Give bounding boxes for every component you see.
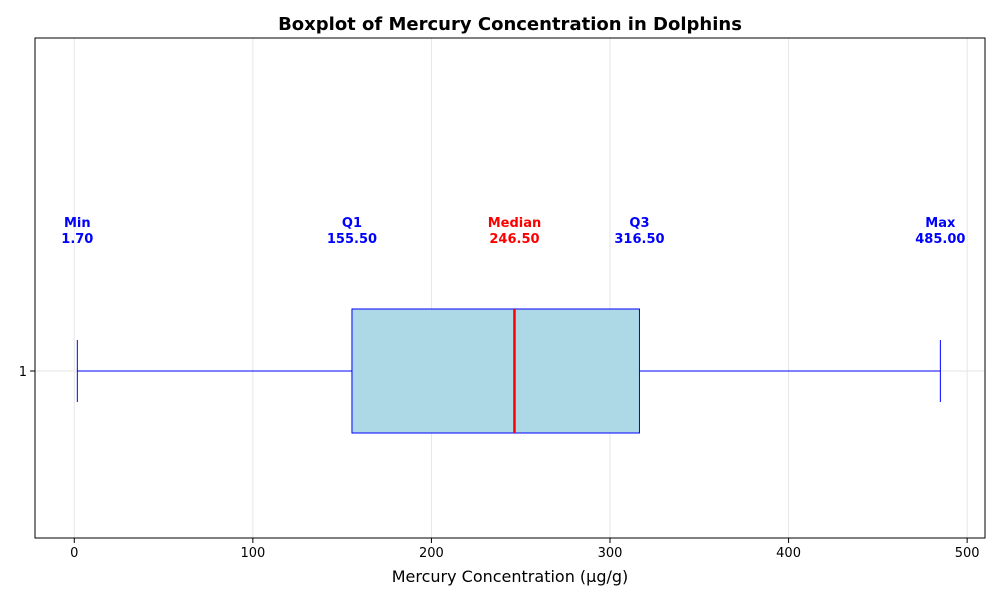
y-tick-label: 1 (19, 365, 27, 380)
whiskers (76, 340, 941, 402)
box-group (351, 308, 640, 434)
plot-frame (34, 37, 986, 539)
x-tick-label: 0 (70, 546, 78, 561)
x-axis-label: Mercury Concentration (µg/g) (392, 567, 629, 586)
y-axis-ticks: 1 (19, 365, 35, 380)
x-tick-label: 500 (955, 546, 980, 561)
annotation-q1-label: Q1 (342, 216, 362, 231)
annotation-max-value: 485.00 (915, 232, 965, 247)
x-tick-label: 100 (240, 546, 265, 561)
iqr-box (351, 308, 640, 434)
x-tick-label: 300 (598, 546, 623, 561)
annotation-min-value: 1.70 (61, 232, 93, 247)
annotation-q3-label: Q3 (629, 216, 649, 231)
annotation-median-label: Median (488, 216, 542, 231)
chart-title: Boxplot of Mercury Concentration in Dolp… (278, 14, 742, 35)
x-axis-ticks: 0 100 200 300 400 500 (70, 538, 980, 561)
annotation-max-label: Max (925, 216, 956, 231)
annotation-q1-value: 155.50 (327, 232, 377, 247)
x-tick-label: 200 (419, 546, 444, 561)
annotation-median-value: 246.50 (489, 232, 539, 247)
annotation-q3-value: 316.50 (614, 232, 664, 247)
x-tick-label: 400 (776, 546, 801, 561)
annotation-min-label: Min (64, 216, 91, 231)
